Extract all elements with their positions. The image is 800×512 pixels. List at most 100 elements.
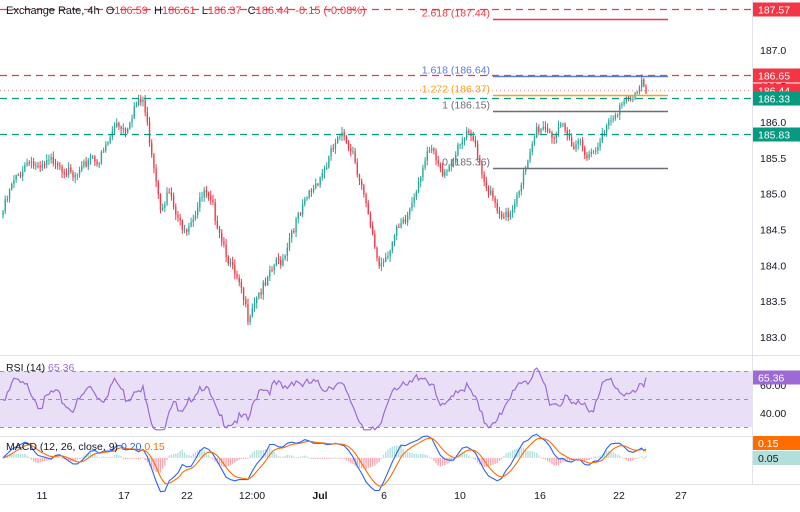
macd-histogram-bar: [284, 455, 286, 458]
candle: [297, 213, 299, 219]
candle: [584, 147, 586, 156]
macd-histogram-bar: [435, 457, 437, 464]
macd-histogram-bar: [122, 457, 124, 459]
macd-histogram-bar: [225, 457, 227, 468]
x-tick-label: 6: [381, 490, 387, 502]
macd-histogram-bar: [487, 457, 490, 468]
candle: [544, 126, 547, 129]
macd-histogram-bar: [43, 457, 46, 462]
candle: [555, 134, 558, 139]
macd-histogram-bar: [352, 457, 354, 464]
macd-histogram-bar: [181, 449, 184, 458]
candle: [148, 121, 151, 143]
macd-histogram-bar: [426, 455, 428, 458]
candle: [225, 244, 227, 257]
rsi-value: 65.36: [48, 362, 75, 374]
candle: [581, 140, 584, 148]
candle: [343, 132, 345, 137]
candle: [238, 277, 240, 283]
candle: [614, 115, 617, 119]
candle: [608, 120, 610, 126]
macd-histogram-bar: [105, 456, 107, 458]
macd-histogram-bar: [341, 457, 343, 459]
macd-histogram-bar: [511, 450, 514, 458]
candle: [461, 141, 463, 145]
macd-histogram-bar: [37, 457, 39, 464]
macd-histogram-bar: [603, 452, 606, 458]
macd-histogram-bar: [56, 456, 59, 458]
macd-histogram-bar: [461, 452, 463, 458]
macd-histogram-bar: [365, 457, 367, 470]
candle: [439, 163, 442, 169]
macd-histogram-bar: [157, 457, 159, 473]
macd-histogram-bar: [579, 457, 582, 459]
macd-histogram-bar: [592, 456, 595, 458]
candle: [424, 160, 426, 168]
macd-histogram-bar: [164, 457, 166, 466]
candle: [109, 137, 111, 143]
macd-histogram-bar: [258, 450, 260, 458]
candle: [212, 199, 214, 202]
candle: [382, 261, 385, 264]
macd-histogram-bar: [251, 452, 254, 458]
candle: [560, 124, 562, 127]
candle: [74, 174, 76, 178]
signal-value: 0.15: [144, 441, 165, 453]
candle: [260, 292, 262, 295]
macd-histogram-bar: [380, 457, 383, 459]
macd-histogram-bar: [415, 454, 418, 458]
candle: [533, 137, 536, 144]
candle: [525, 167, 527, 172]
macd-histogram-bar: [142, 457, 144, 459]
candle: [321, 173, 323, 178]
candle: [645, 86, 647, 94]
x-tick-label: 12:00: [239, 490, 265, 502]
macd-histogram-bar: [131, 457, 133, 459]
macd-histogram-bar: [509, 451, 512, 458]
candle: [19, 174, 22, 177]
macd-histogram-bar: [575, 457, 577, 459]
rsi-badge: [753, 370, 800, 385]
candle: [487, 187, 490, 195]
candle: [166, 192, 168, 205]
macd-histogram-bar: [533, 452, 536, 458]
macd-histogram-bar: [437, 457, 439, 466]
macd-histogram-bar: [430, 457, 433, 459]
candle: [291, 230, 293, 238]
candle: [85, 161, 87, 167]
macd-histogram-bar: [409, 452, 411, 458]
macd-histogram-bar: [245, 457, 247, 459]
macd-histogram-bar: [470, 457, 472, 459]
candle: [37, 165, 39, 167]
candle: [295, 218, 297, 233]
candle: [595, 150, 597, 152]
candle: [529, 151, 531, 161]
y-tick-label: 183.0: [760, 332, 786, 344]
macd-histogram-bar: [476, 457, 479, 463]
candle: [514, 203, 516, 210]
macd-histogram-bar: [557, 457, 560, 466]
candle: [496, 202, 498, 212]
candle: [46, 160, 48, 165]
macd-histogram-bar: [22, 454, 24, 458]
macd-histogram-bar: [586, 457, 588, 461]
macd-line: [2, 433, 647, 493]
macd-histogram-bar: [465, 454, 468, 458]
macd-histogram-bar: [402, 448, 404, 458]
macd-histogram-bar: [161, 457, 164, 469]
candle: [490, 190, 492, 195]
macd-histogram-bar: [288, 455, 291, 458]
macd-histogram-bar: [623, 457, 625, 459]
candle: [531, 143, 533, 152]
candle: [380, 263, 383, 267]
macd-histogram-bar: [96, 456, 98, 458]
candle: [286, 247, 288, 256]
macd-histogram-bar: [120, 455, 122, 458]
macd-histogram-bar: [345, 457, 348, 461]
level-badge: [753, 68, 800, 83]
candle: [146, 112, 149, 122]
candle: [374, 234, 376, 248]
macd-histogram-bar: [301, 456, 304, 458]
macd-histogram-bar: [367, 457, 369, 469]
candle: [28, 162, 30, 164]
